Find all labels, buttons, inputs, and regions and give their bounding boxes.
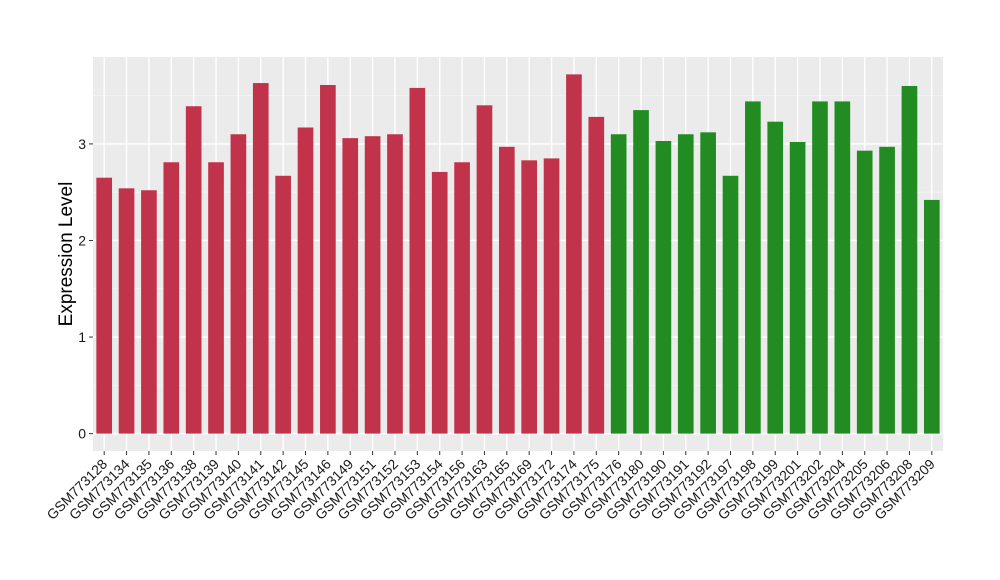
y-axis-title: Expression Level <box>56 182 77 327</box>
bar-GSM773198 <box>745 101 761 434</box>
bar-GSM773199 <box>767 121 784 434</box>
bar-GSM773176 <box>610 134 627 434</box>
bar-GSM773151 <box>364 136 381 434</box>
bars <box>96 74 940 434</box>
bar-GSM773202 <box>812 101 828 434</box>
bar-GSM773205 <box>856 150 873 434</box>
bar-GSM773152 <box>387 134 403 434</box>
bar-GSM773190 <box>655 141 672 434</box>
bar-GSM773146 <box>320 85 336 434</box>
bar-GSM773209 <box>923 199 940 434</box>
y-tick-label: 0 <box>78 426 86 442</box>
bar-GSM773134 <box>118 188 135 434</box>
bar-GSM773172 <box>543 158 560 434</box>
bar-GSM773169 <box>521 160 538 434</box>
bar-GSM773142 <box>275 175 291 434</box>
bar-GSM773136 <box>163 162 180 434</box>
bar-GSM773191 <box>677 134 694 434</box>
bar-GSM773192 <box>700 132 716 434</box>
bar-GSM773149 <box>342 138 359 434</box>
bar-GSM773140 <box>230 134 247 434</box>
bar-GSM773156 <box>454 162 470 434</box>
bar-GSM773175 <box>588 116 605 434</box>
bar-GSM773180 <box>633 110 649 434</box>
y-tick-label: 1 <box>78 329 86 345</box>
x-axis: GSM773128GSM773134GSM773135GSM773136GSM7… <box>43 451 938 523</box>
bar-GSM773163 <box>476 105 493 434</box>
y-tick-label: 2 <box>78 232 86 248</box>
y-tick-label: 3 <box>78 136 86 152</box>
bar-GSM773208 <box>901 85 918 434</box>
bar-GSM773145 <box>297 127 314 434</box>
bar-GSM773165 <box>498 146 515 434</box>
bar-GSM773139 <box>208 162 224 434</box>
bar-GSM773204 <box>834 101 851 434</box>
bar-GSM773141 <box>252 83 269 434</box>
bar-GSM773135 <box>141 190 157 434</box>
y-axis: 0 1 2 3 <box>78 136 93 442</box>
bar-GSM773197 <box>722 175 739 434</box>
bar-GSM773201 <box>789 141 806 434</box>
bar-GSM773128 <box>96 177 113 434</box>
bar-GSM773153 <box>409 87 426 434</box>
bar-GSM773138 <box>185 106 202 434</box>
bar-GSM773174 <box>566 74 582 434</box>
bar-GSM773206 <box>879 146 895 434</box>
bar-GSM773154 <box>431 171 448 434</box>
